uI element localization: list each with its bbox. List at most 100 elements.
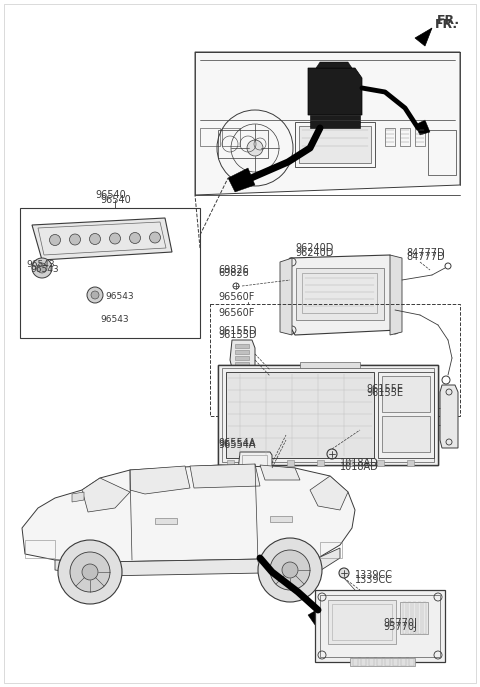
Bar — [423, 602, 426, 634]
Bar — [382, 376, 430, 412]
Polygon shape — [260, 465, 300, 480]
Bar — [270, 516, 292, 522]
Circle shape — [89, 234, 100, 245]
Circle shape — [91, 291, 99, 299]
Bar — [227, 460, 234, 466]
Text: 96560F: 96560F — [218, 308, 254, 318]
Bar — [155, 518, 177, 524]
Circle shape — [49, 234, 60, 245]
Bar — [428, 130, 456, 175]
Bar — [361, 658, 366, 666]
Bar — [385, 658, 390, 666]
Bar — [235, 362, 249, 366]
Polygon shape — [130, 466, 190, 494]
Circle shape — [87, 287, 103, 303]
Polygon shape — [415, 120, 430, 135]
Circle shape — [258, 538, 322, 602]
Polygon shape — [390, 255, 402, 335]
Circle shape — [339, 568, 349, 578]
Text: 96155D: 96155D — [218, 330, 256, 340]
Polygon shape — [310, 476, 348, 510]
Polygon shape — [415, 28, 432, 46]
Bar — [332, 604, 392, 640]
Text: 69826: 69826 — [218, 268, 249, 278]
Bar — [378, 372, 434, 458]
Polygon shape — [55, 548, 340, 576]
Text: 96155E: 96155E — [366, 384, 403, 394]
Circle shape — [247, 140, 263, 156]
Text: 84777D: 84777D — [406, 248, 444, 258]
Circle shape — [270, 550, 310, 590]
Circle shape — [282, 562, 298, 578]
Bar — [226, 372, 374, 458]
Text: 96554A: 96554A — [218, 438, 255, 448]
Bar — [315, 590, 445, 662]
Circle shape — [70, 234, 81, 245]
Bar — [409, 658, 414, 666]
Bar — [400, 128, 410, 146]
Circle shape — [149, 232, 160, 243]
Bar — [25, 540, 55, 558]
Bar — [320, 595, 440, 657]
Polygon shape — [280, 258, 292, 335]
Text: 1339CC: 1339CC — [355, 570, 393, 580]
Bar — [200, 128, 220, 146]
Bar — [242, 455, 267, 471]
Bar — [403, 602, 406, 634]
Text: 96155E: 96155E — [366, 388, 403, 398]
Text: 96543: 96543 — [30, 265, 59, 274]
Text: 95770J: 95770J — [383, 618, 417, 628]
Text: FR.: FR. — [437, 14, 460, 27]
Polygon shape — [238, 452, 272, 474]
Bar — [400, 602, 428, 634]
Text: 96543: 96543 — [26, 260, 55, 269]
Bar — [382, 416, 430, 452]
Bar — [287, 460, 294, 466]
Polygon shape — [308, 68, 362, 115]
Bar — [300, 362, 360, 368]
Circle shape — [130, 232, 141, 243]
Bar — [320, 542, 342, 558]
Polygon shape — [82, 478, 130, 512]
Bar — [235, 356, 249, 360]
Circle shape — [37, 263, 47, 273]
Bar — [385, 128, 395, 146]
Bar — [299, 126, 371, 163]
Bar — [328, 600, 396, 644]
Text: 1018AD: 1018AD — [340, 462, 379, 472]
Bar — [210, 304, 460, 416]
Text: 84777D: 84777D — [406, 252, 444, 262]
Polygon shape — [32, 218, 172, 260]
Text: 96543: 96543 — [105, 292, 133, 301]
Bar — [317, 460, 324, 466]
Polygon shape — [440, 385, 458, 448]
Bar — [415, 128, 425, 146]
Text: 96560F: 96560F — [218, 292, 254, 302]
Bar — [408, 602, 411, 634]
Text: FR.: FR. — [435, 18, 458, 31]
Bar — [413, 602, 416, 634]
Circle shape — [82, 564, 98, 580]
Bar — [377, 658, 382, 666]
Bar — [418, 602, 421, 634]
Bar — [377, 460, 384, 466]
Text: 69826: 69826 — [218, 265, 249, 275]
Polygon shape — [190, 464, 260, 488]
Text: 96554A: 96554A — [218, 440, 255, 450]
Text: 96240D: 96240D — [295, 248, 334, 258]
Polygon shape — [195, 52, 460, 195]
Text: 95770J: 95770J — [383, 622, 417, 632]
Bar — [369, 658, 374, 666]
Polygon shape — [218, 365, 438, 465]
Bar — [347, 460, 354, 466]
Bar — [222, 128, 240, 146]
Text: 1018AD: 1018AD — [340, 458, 379, 468]
Bar — [302, 273, 377, 313]
Polygon shape — [228, 168, 255, 192]
Bar — [20, 208, 200, 338]
Bar — [353, 658, 358, 666]
Bar — [222, 368, 434, 462]
Text: 96240D: 96240D — [295, 243, 334, 253]
Circle shape — [32, 258, 52, 278]
Polygon shape — [285, 255, 398, 335]
